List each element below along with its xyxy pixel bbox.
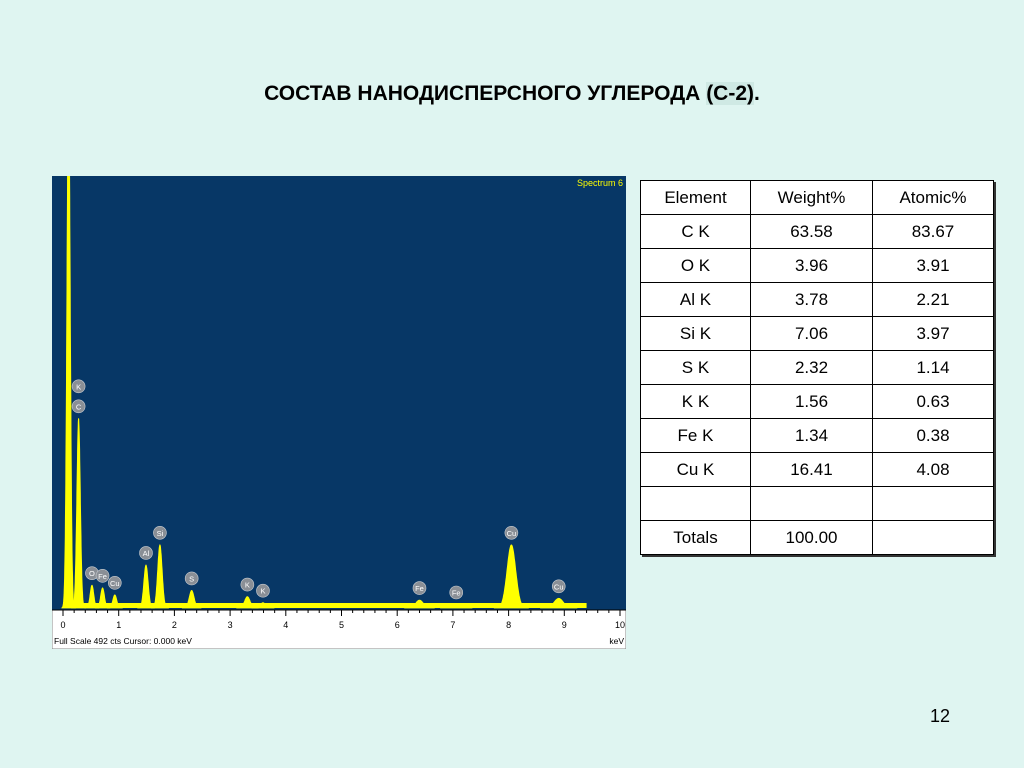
cell: Fe K: [640, 418, 751, 453]
peak-label: Fe: [98, 572, 107, 581]
peak-label-badge: [240, 577, 255, 592]
peak-label-badge: [412, 581, 427, 595]
cell: 0.63: [872, 384, 994, 419]
peak-label: K: [76, 382, 81, 391]
peak: [106, 594, 123, 609]
cell: 7.06: [750, 316, 873, 351]
spectrum-title: Spectrum 6: [577, 178, 623, 188]
peak: [137, 564, 155, 609]
cell: 83.67: [872, 214, 994, 249]
peak-label-badge: [153, 525, 167, 540]
plot-area: [52, 176, 626, 610]
cell: 16.41: [750, 452, 873, 487]
peak-label: Cu: [507, 529, 517, 538]
cell: 3.97: [872, 316, 994, 351]
cell: 2.21: [872, 282, 994, 317]
peak-label-badge: [108, 576, 122, 590]
x-tick-label: 1: [116, 620, 121, 630]
peak: [440, 604, 473, 609]
x-tick-label: 9: [562, 620, 567, 630]
peak: [540, 597, 578, 609]
cell: 4.08: [872, 452, 994, 487]
title-end: .: [754, 82, 760, 105]
x-tick-label: 2: [172, 620, 177, 630]
peak-label: Cu: [554, 582, 564, 591]
x-tick-label: 10: [615, 620, 625, 630]
peak-label: Fe: [452, 588, 461, 597]
spectrum-footer: Full Scale 492 cts Cursor: 0.000 keV: [54, 636, 192, 646]
peak: [404, 599, 435, 609]
x-tick-label: 0: [60, 620, 65, 630]
peak-label: Cu: [110, 579, 120, 588]
cell: K K: [640, 384, 751, 419]
spectrum: Spectrum 6 Full Scale 492 cts Cursor: 0.…: [52, 176, 626, 649]
cell: 1.56: [750, 384, 873, 419]
cell: S K: [640, 350, 751, 385]
x-tick-label: 8: [506, 620, 511, 630]
cell: C K: [640, 214, 751, 249]
peak: [493, 544, 529, 609]
peak-label: S: [189, 574, 194, 583]
peak-label-badge: [449, 585, 464, 600]
curve: [61, 176, 587, 609]
cell: 3.96: [750, 248, 873, 283]
peak: [150, 544, 169, 609]
peak: [61, 176, 77, 609]
column-header: Element: [640, 180, 751, 215]
peak-label: Fe: [415, 584, 424, 593]
background-continuum: [74, 603, 587, 608]
peak-label: Al: [143, 549, 150, 558]
cell: [872, 486, 994, 521]
cell: Cu K: [640, 452, 751, 487]
x-tick-label: 6: [395, 620, 400, 630]
cell: 63.58: [750, 214, 873, 249]
x-tick-label: 5: [339, 620, 344, 630]
peak-label: K: [245, 581, 250, 590]
peak-label-badge: [551, 579, 566, 594]
peak-label-badge: [184, 571, 199, 586]
cell: 3.78: [750, 282, 873, 317]
peak: [94, 587, 111, 609]
cell: 3.91: [872, 248, 994, 283]
peak-label-badge: [71, 379, 86, 394]
cell: 100.00: [750, 520, 873, 555]
peak-label-badge: [95, 569, 110, 583]
cell: 0.38: [872, 418, 994, 453]
peak-label: O: [89, 569, 95, 578]
x-tick-label: 7: [450, 620, 455, 630]
cell: [750, 486, 873, 521]
cell: [872, 520, 994, 555]
peak: [181, 589, 202, 609]
unit: keV: [609, 636, 624, 646]
cell: [640, 486, 751, 521]
peak-label-badge: [139, 546, 153, 560]
cell: Si K: [640, 316, 751, 351]
cell: 1.14: [872, 350, 994, 385]
cell: 2.32: [750, 350, 873, 385]
peak-label-badge: [256, 583, 270, 598]
x-tick-label: 4: [283, 620, 288, 630]
peak-label-badge: [71, 399, 86, 414]
peak-label: Si: [157, 529, 164, 538]
cell: Al K: [640, 282, 751, 317]
column-header: Atomic%: [872, 180, 994, 215]
cell: Totals: [640, 520, 751, 555]
peak: [71, 418, 86, 609]
peak-label-badge: [504, 525, 519, 540]
composition-table: Element Weight% Atomic% C K 63.58 83.67 O K 3.9…: [640, 180, 994, 555]
cell: 1.34: [750, 418, 873, 453]
peak: [251, 602, 275, 609]
title-highlight: (С-2): [706, 82, 755, 105]
cell: O K: [640, 248, 751, 283]
x-tick-label: 3: [228, 620, 233, 630]
peak-label: C: [76, 402, 82, 411]
slide-title: СОСТАВ НАНОДИСПЕРСНОГО УГЛЕРОДА (С-2).: [0, 82, 1024, 106]
peak-label: K: [260, 587, 265, 596]
title-main: СОСТАВ НАНОДИСПЕРСНОГО УГЛЕРОДА: [264, 82, 701, 105]
column-header: Weight%: [750, 180, 873, 215]
page-number: 12: [930, 706, 951, 726]
